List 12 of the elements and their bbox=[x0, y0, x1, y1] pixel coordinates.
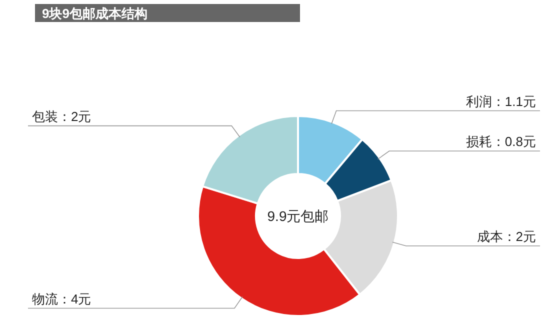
slice-label: 包装 bbox=[32, 108, 58, 124]
data-label: ：0.8元 bbox=[492, 134, 536, 150]
data-label: ：2元 bbox=[502, 228, 536, 244]
slice-label: 成本 bbox=[476, 228, 503, 244]
slice-label: 物流 bbox=[32, 291, 58, 306]
text: 9.9元包邮 bbox=[267, 208, 329, 224]
data-label: ：4元 bbox=[58, 291, 92, 306]
data-label: ：2元 bbox=[58, 108, 92, 124]
data-label: ：1.1元 bbox=[492, 94, 536, 109]
slice-label: 利润 bbox=[466, 94, 492, 109]
slice-label: 损耗 bbox=[466, 134, 492, 150]
chart-title: 9块9包邮成本结构 bbox=[42, 6, 148, 21]
